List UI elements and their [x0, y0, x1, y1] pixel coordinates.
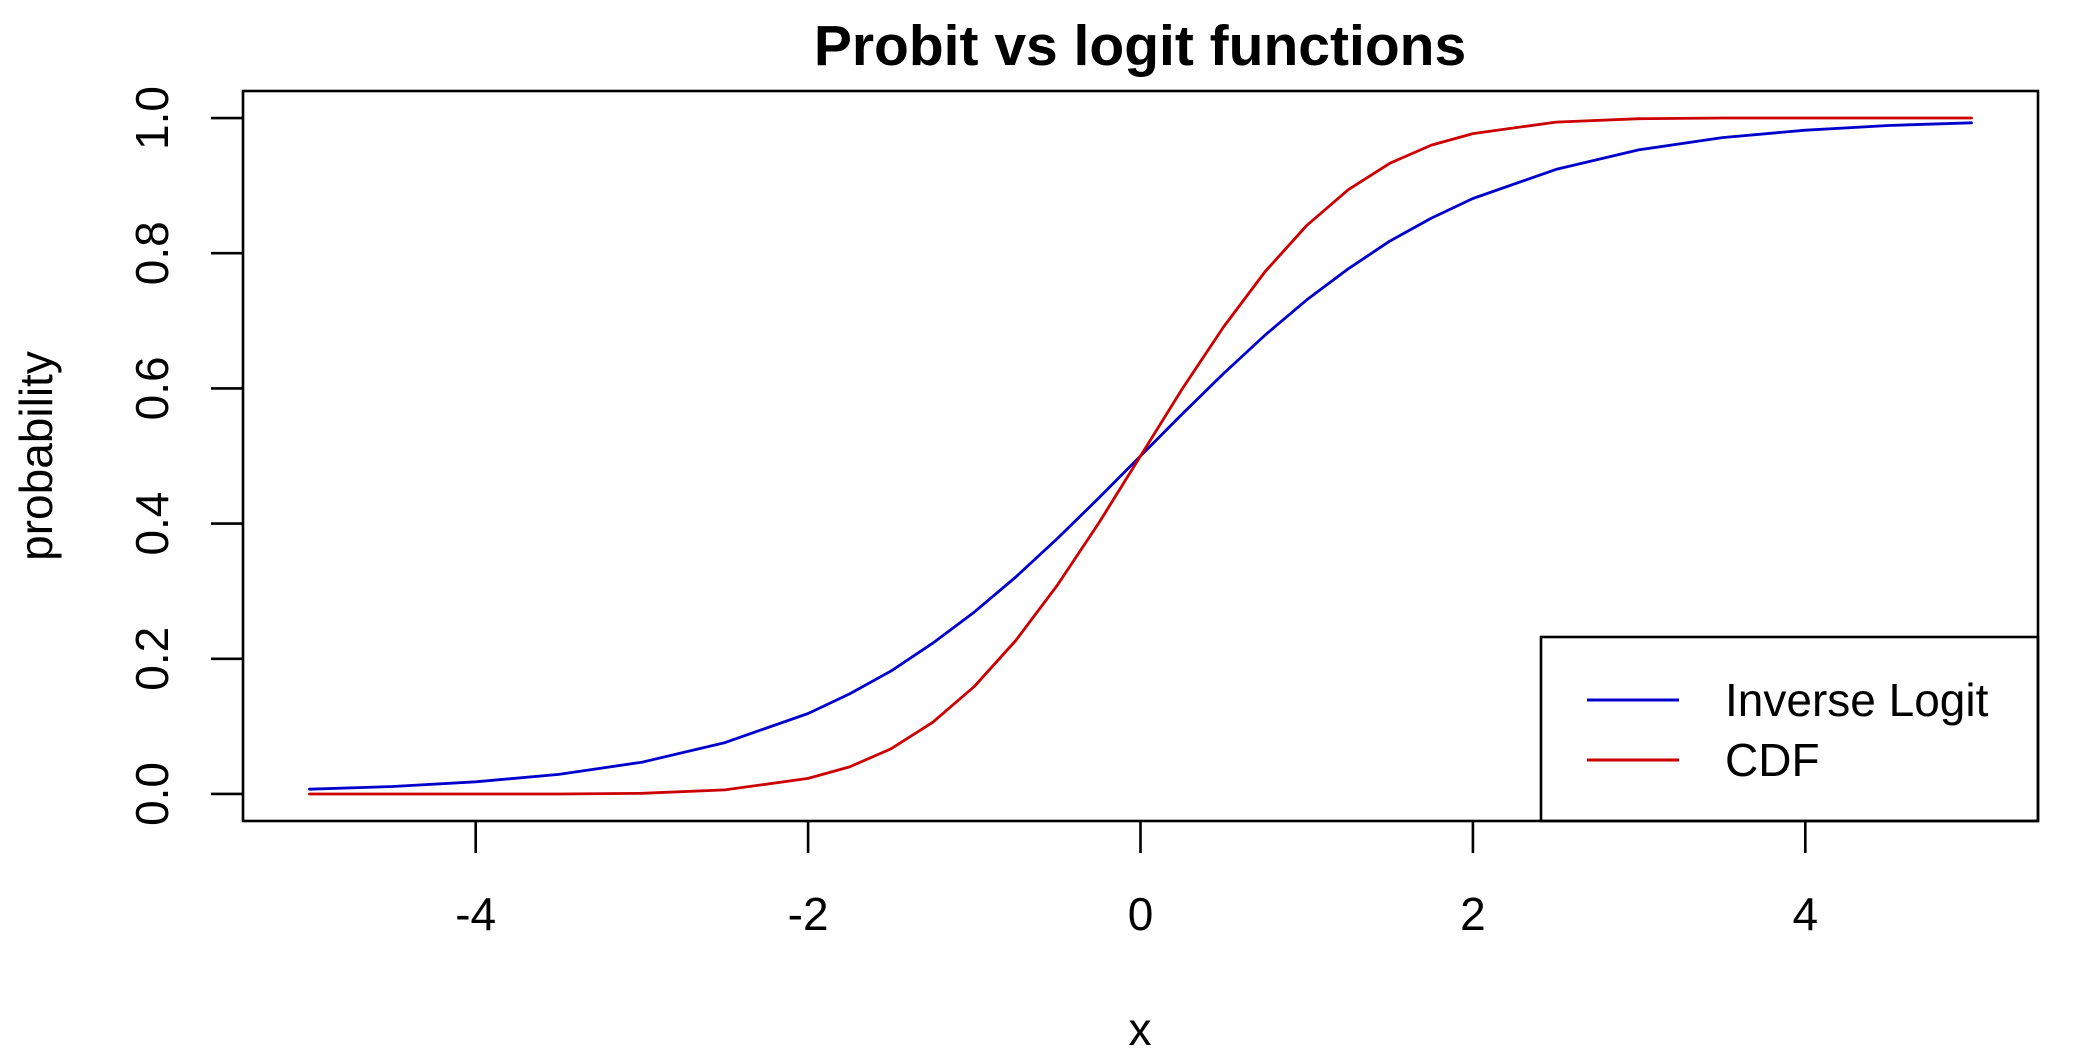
- y-tick-label: 0.2: [126, 627, 178, 691]
- y-tick-label: 1.0: [126, 86, 178, 150]
- y-tick-label: 0.6: [126, 356, 178, 420]
- y-tick-label: 0.8: [126, 221, 178, 285]
- chart-title: Probit vs logit functions: [814, 14, 1466, 78]
- x-axis-label: x: [1129, 1003, 1152, 1050]
- x-tick-label: 0: [1128, 888, 1154, 940]
- legend-items: Inverse Logit CDF: [1587, 674, 1989, 786]
- legend-label-inverse-logit: Inverse Logit: [1725, 674, 1989, 726]
- x-axis: -4 -2 0 2 4: [455, 821, 1818, 940]
- y-tick-label: 0.4: [126, 492, 178, 556]
- legend-label-cdf: CDF: [1725, 734, 1820, 786]
- series-layer: [308, 116, 1973, 796]
- legend-box: [1539, 635, 2040, 823]
- x-tick-label: 2: [1460, 888, 1486, 940]
- series-line-cdf: [308, 116, 1973, 796]
- y-axis: 0.0 0.2 0.4 0.6 0.8 1.0: [126, 86, 243, 826]
- y-tick-label: 0.0: [126, 762, 178, 826]
- legend: Inverse Logit CDF: [1539, 635, 2040, 823]
- y-axis-label: probability: [10, 351, 62, 561]
- x-tick-label: -4: [455, 888, 496, 940]
- x-tick-label: 4: [1793, 888, 1819, 940]
- x-tick-label: -2: [788, 888, 829, 940]
